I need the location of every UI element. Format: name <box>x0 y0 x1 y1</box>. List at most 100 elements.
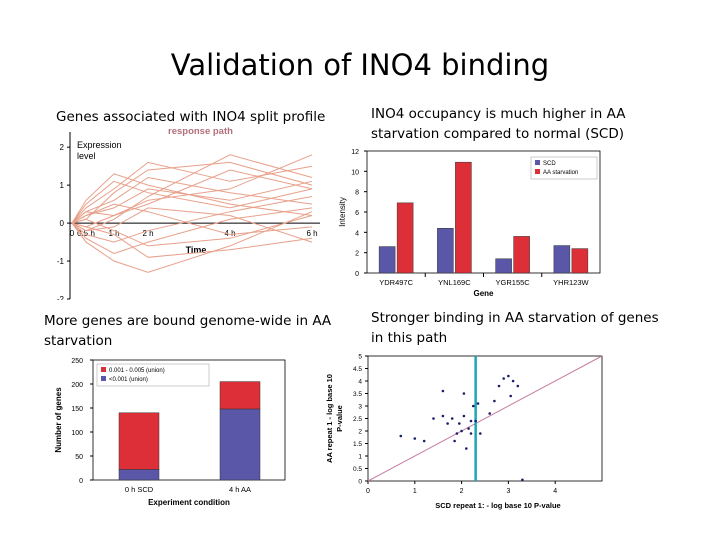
scatter-chart-x-tick-label: 0 <box>366 488 370 495</box>
line-chart-series <box>71 207 313 243</box>
line-chart-x-tick-label: 2 h <box>142 229 153 238</box>
scatter-chart-y-tick-label: 0 <box>358 479 362 486</box>
scatter-chart-point <box>441 389 445 393</box>
scatter-chart-point <box>509 394 512 398</box>
line-chart-series <box>71 196 313 243</box>
stacked-chart-x-label: Experiment condition <box>148 498 230 507</box>
stacked-chart-legend <box>96 363 210 387</box>
line-chart-x-tick-label: 0.5 h <box>77 229 95 238</box>
scatter-chart-point <box>422 439 426 443</box>
occupancy-bar-chart: 0 2 4 6 8 10 12 Intensity YDR497C YNL169C YGR155C Y… <box>338 149 601 298</box>
bar-chart-legend-swatch <box>535 160 540 165</box>
scatter-chart-point <box>469 419 473 423</box>
scatter-chart-y-label-line2: P-value <box>335 405 344 432</box>
scatter-chart-point <box>521 478 524 482</box>
scatter-chart-point <box>493 399 496 403</box>
scatter-chart-point <box>476 402 480 405</box>
scatter-chart-y-tick-label: 2.5 <box>353 416 362 423</box>
bar-chart-bar <box>513 236 530 274</box>
line-chart-ylabel-line1: Expression <box>77 140 122 150</box>
bar-chart-bar <box>553 245 571 274</box>
scatter-chart-point <box>432 417 435 420</box>
bar-chart-x-tick-label: YHR123W <box>553 278 589 287</box>
bar-chart-y-tick-label: 12 <box>351 149 359 156</box>
stacked-chart-bar-segment <box>118 412 160 470</box>
line-chart-y-tick-label: -2 <box>57 295 65 300</box>
scatter-chart-point <box>413 437 417 440</box>
bar-chart-bar <box>495 258 512 274</box>
line-chart-ylabel-line2: level <box>77 151 96 161</box>
scatter-chart-diagonal <box>367 355 603 482</box>
scatter-chart-point <box>502 377 505 380</box>
scatter-chart-point <box>446 422 449 425</box>
caption-bottom-right: Stronger binding in AA starvation of gen… <box>371 310 659 346</box>
stacked-chart-y-tick-label: 250 <box>71 358 83 365</box>
scatter-chart-point <box>450 417 454 420</box>
line-chart-series <box>71 173 313 224</box>
line-chart-x-tick-label: 1 h <box>108 229 119 238</box>
stacked-chart-y-tick-label: 50 <box>75 454 83 461</box>
bar-chart-bar <box>455 161 472 274</box>
bar-chart-y-tick-label: 10 <box>351 169 359 176</box>
bar-chart-y-tick-label: 6 <box>355 210 359 217</box>
scatter-chart-point <box>441 414 445 418</box>
scatter-chart-point <box>472 404 475 408</box>
stacked-chart-x-tick-label: 0 h SCD <box>125 485 154 494</box>
slide-title: Validation of INO4 binding <box>170 48 550 82</box>
scatter-chart-y-tick-label: 0.5 <box>353 466 362 473</box>
line-chart-series <box>71 180 313 224</box>
stacked-chart-legend-label: <0.001 (union) <box>109 377 148 383</box>
bar-chart-legend-label: AA starvation <box>543 170 578 176</box>
scatter-chart-y-tick-label: 3 <box>358 404 362 411</box>
scatter-chart-point <box>474 419 477 423</box>
stacked-chart-y-tick-label: 100 <box>71 430 83 437</box>
scatter-chart-point <box>455 432 459 435</box>
scatter-chart-point <box>511 379 515 383</box>
scatter-chart-point <box>462 392 466 395</box>
stacked-chart-y-tick-label: 150 <box>71 406 83 413</box>
scatter-chart-point <box>488 412 491 415</box>
line-chart-y-tick-label: 0 <box>60 219 65 228</box>
bar-chart-bar <box>378 246 396 274</box>
line-chart-series <box>71 180 313 224</box>
scatter-chart-point <box>462 414 466 418</box>
line-chart-x-label: Time <box>186 245 207 255</box>
bar-chart-x-tick-label: YNL169C <box>438 278 471 287</box>
stacked-chart-frame <box>92 359 286 481</box>
scatter-chart-y-label-line1: AA repeat 1 - log base 10 <box>325 374 334 463</box>
caption-bottom-left: More genes are bound genome-wide in AA s… <box>44 313 332 349</box>
bar-chart-y-tick-label: 4 <box>355 230 359 237</box>
line-chart-y-tick-label: 1 <box>60 181 65 190</box>
scatter-chart-point <box>507 374 510 378</box>
scatter-chart-y-tick-label: 4.5 <box>353 366 362 373</box>
scatter-chart-x-tick-label: 4 <box>553 488 557 495</box>
bar-chart-y-label: Intensity <box>338 197 347 227</box>
stacked-chart-bar-segment <box>219 408 261 481</box>
scatter-chart-point <box>399 434 403 438</box>
stacked-chart-y-tick-label: 0 <box>79 478 83 485</box>
bar-chart-y-tick-label: 0 <box>355 271 359 278</box>
stacked-chart-legend-swatch <box>101 376 106 381</box>
bar-chart-y-tick-label: 2 <box>355 251 359 258</box>
scatter-chart-point <box>458 422 461 425</box>
line-chart-title: response path <box>168 127 233 137</box>
scatter-chart-x-tick-label: 1 <box>413 488 417 495</box>
stacked-chart-legend-label: 0.001 - 0.005 (union) <box>109 368 165 374</box>
scatter-chart-x-label: SCD repeat 1: - log base 10 P-value <box>435 501 560 510</box>
line-chart-y-tick-label: -1 <box>57 257 65 266</box>
line-chart-series <box>71 161 313 224</box>
bar-chart-x-tick-label: YGR155C <box>496 278 531 287</box>
scatter-chart-point <box>467 427 470 430</box>
scatter-chart-point <box>516 384 520 388</box>
genes-bound-stacked-chart: 0 50 100 150 200 250 Number of genes 0 h SCD 4 h… <box>54 358 286 507</box>
scatter-chart-y-tick-label: 5 <box>358 354 362 361</box>
scatter-chart-point <box>453 439 456 443</box>
bar-chart-x-tick-label: YDR497C <box>379 278 413 287</box>
scatter-chart-point <box>469 432 473 435</box>
scatter-chart-x-tick-label: 2 <box>460 488 464 495</box>
bar-chart-x-label: Gene <box>473 289 494 298</box>
line-chart-x-tick-label: 6 h <box>306 229 317 238</box>
caption-top-left: Genes associated with INO4 split profile <box>56 109 326 125</box>
line-chart-series <box>71 154 313 224</box>
bar-chart-legend-swatch <box>535 169 540 174</box>
